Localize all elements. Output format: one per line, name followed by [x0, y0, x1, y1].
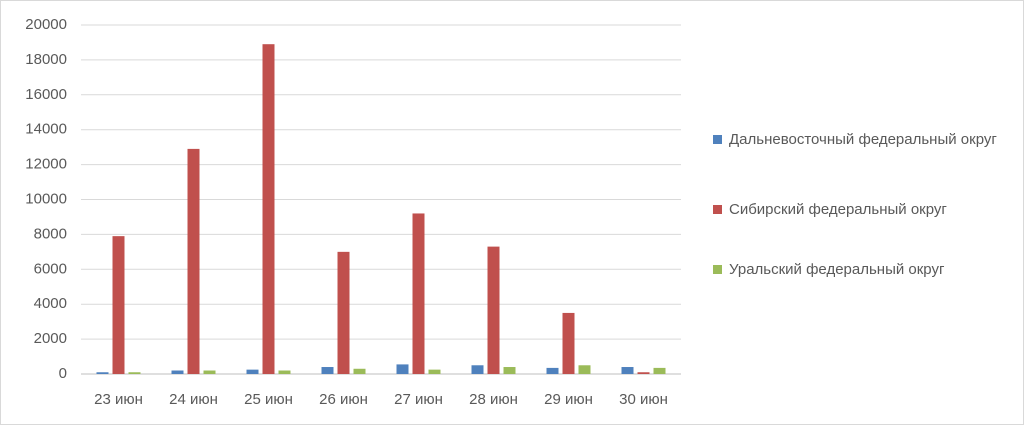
x-tick-label: 26 июн — [319, 391, 368, 408]
bar — [262, 44, 275, 374]
bar — [637, 372, 650, 374]
y-tick-label: 20000 — [25, 16, 67, 33]
x-tick-label: 23 июн — [94, 391, 143, 408]
bar — [621, 367, 634, 374]
bar — [412, 213, 425, 374]
y-tick-label: 10000 — [25, 190, 67, 207]
bar — [321, 367, 334, 374]
x-tick-label: 24 июн — [169, 391, 218, 408]
legend-label: Дальневосточный федеральный округ — [729, 131, 997, 148]
bar — [128, 372, 141, 374]
x-tick-label: 28 июн — [469, 391, 518, 408]
bar — [187, 148, 200, 374]
bar — [503, 367, 516, 374]
y-tick-label: 14000 — [25, 121, 67, 138]
bar — [471, 365, 484, 374]
bar — [653, 367, 666, 374]
y-tick-label: 2000 — [34, 330, 67, 347]
bar — [171, 370, 184, 374]
x-tick-label: 25 июн — [244, 391, 293, 408]
y-tick-label: 16000 — [25, 86, 67, 103]
legend-label: Сибирский федеральный округ — [729, 201, 947, 218]
y-tick-label: 12000 — [25, 156, 67, 173]
bar — [562, 312, 575, 374]
bar — [278, 370, 291, 374]
bar — [203, 370, 216, 374]
x-tick-label: 30 июн — [619, 391, 668, 408]
bar — [112, 236, 125, 374]
y-tick-label: 4000 — [34, 295, 67, 312]
legend-swatch — [713, 205, 722, 214]
y-tick-label: 8000 — [34, 225, 67, 242]
bar — [396, 364, 409, 374]
legend-item: Сибирский федеральный округ — [713, 199, 947, 220]
legend-swatch — [713, 135, 722, 144]
bar — [578, 365, 591, 374]
bar — [428, 369, 441, 374]
bar — [96, 372, 109, 374]
y-tick-label: 0 — [59, 365, 67, 382]
x-tick-label: 27 июн — [394, 391, 443, 408]
legend-swatch — [713, 265, 722, 274]
legend-item: Уральский федеральный округ — [713, 259, 944, 280]
bar — [546, 367, 559, 374]
legend-label: Уральский федеральный округ — [729, 261, 945, 278]
x-tick-label: 29 июн — [544, 391, 593, 408]
bar — [337, 251, 350, 374]
legend-item: Дальневосточный федеральный округ — [713, 129, 997, 150]
bar — [246, 369, 259, 374]
y-tick-label: 6000 — [34, 260, 67, 277]
bar — [353, 368, 366, 374]
y-tick-label: 18000 — [25, 51, 67, 68]
bar — [487, 246, 500, 374]
